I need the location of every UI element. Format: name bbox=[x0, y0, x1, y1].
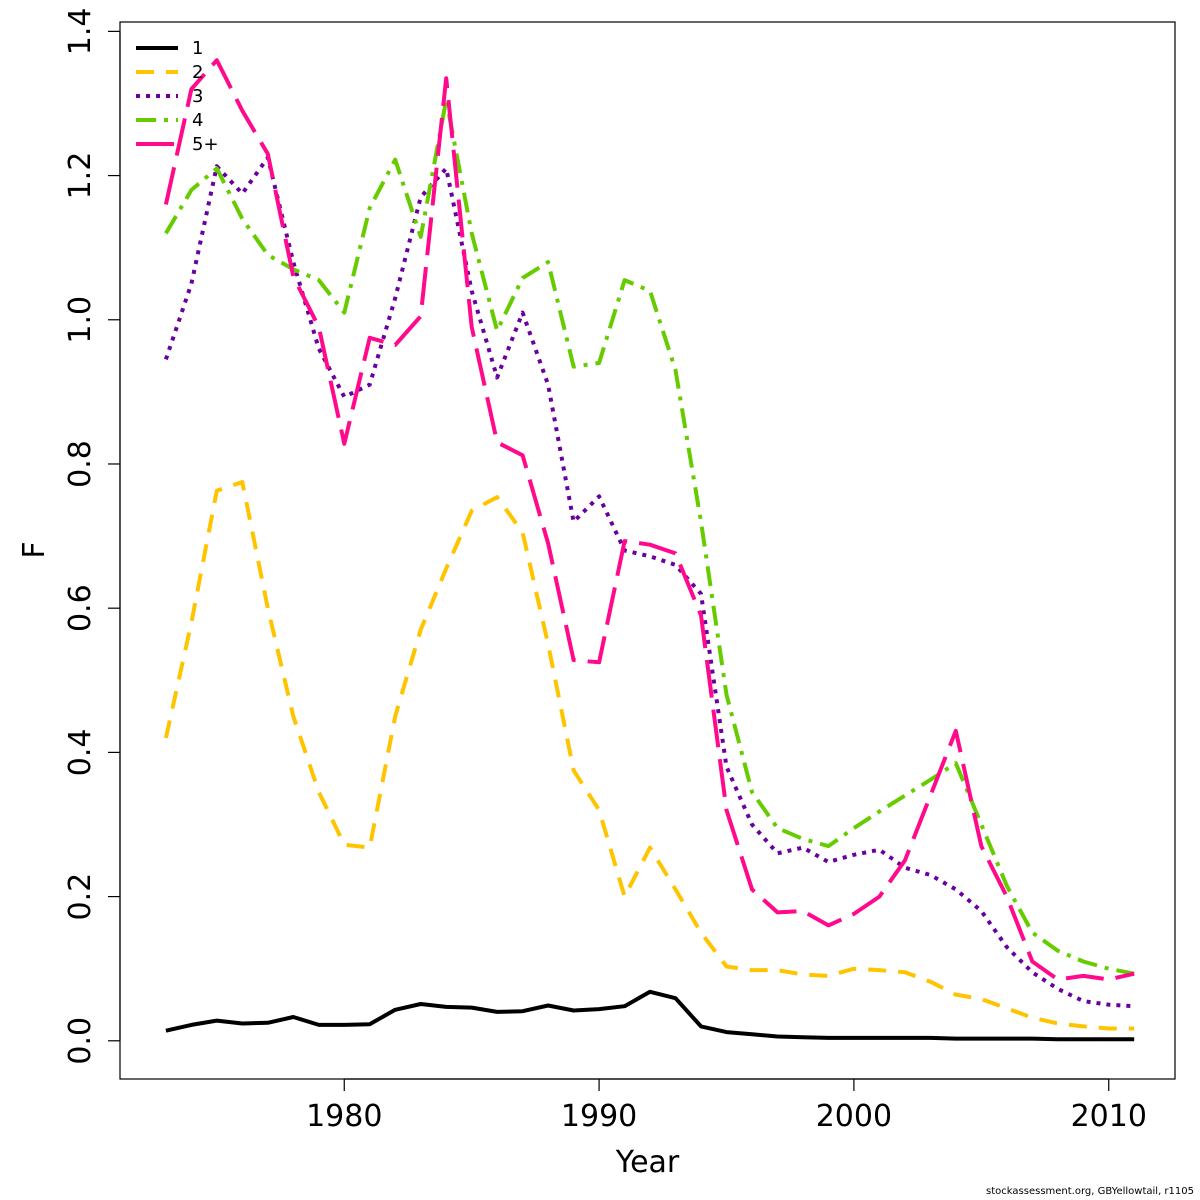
x-tick-label: 2010 bbox=[1071, 1099, 1147, 1134]
legend-label-3: 3 bbox=[192, 86, 203, 107]
y-tick-label: 0.6 bbox=[63, 584, 98, 632]
x-tick-label: 2000 bbox=[816, 1099, 892, 1134]
x-axis-title: Year bbox=[615, 1145, 680, 1180]
y-tick-label: 0.0 bbox=[63, 1017, 98, 1065]
y-axis-title: F bbox=[17, 541, 52, 558]
y-tick-label: 0.4 bbox=[63, 729, 98, 777]
x-tick-label: 1980 bbox=[306, 1099, 382, 1134]
series-line-1 bbox=[165, 989, 1135, 1042]
series-layer bbox=[163, 58, 1135, 1042]
y-tick-label: 1.2 bbox=[63, 152, 98, 200]
legend-label-1: 1 bbox=[192, 38, 203, 59]
footer-attribution: stockassessment.org, GBYellowtail, r1105 bbox=[986, 1186, 1194, 1197]
y-tick-label: 0.8 bbox=[63, 440, 98, 488]
y-axis: 0.0 0.2 0.4 0.6 0.8 1.0 1.2 1.4 bbox=[63, 8, 121, 1065]
series-line-2 bbox=[163, 480, 1135, 1031]
legend-label-5: 5+ bbox=[192, 134, 219, 155]
series-line-3 bbox=[164, 155, 1135, 1009]
y-tick-label: 1.4 bbox=[63, 8, 98, 56]
legend-label-2: 2 bbox=[192, 62, 203, 83]
x-tick-label: 1990 bbox=[561, 1099, 637, 1134]
legend-label-4: 4 bbox=[192, 110, 203, 131]
series-line-5 bbox=[163, 58, 1135, 982]
x-axis: 1980 1990 2000 2010 bbox=[306, 1078, 1147, 1134]
legend: 1 2 3 4 5+ bbox=[136, 38, 219, 155]
y-tick-label: 1.0 bbox=[63, 296, 98, 344]
series-line-4 bbox=[164, 97, 1135, 976]
y-tick-label: 0.2 bbox=[63, 873, 98, 921]
